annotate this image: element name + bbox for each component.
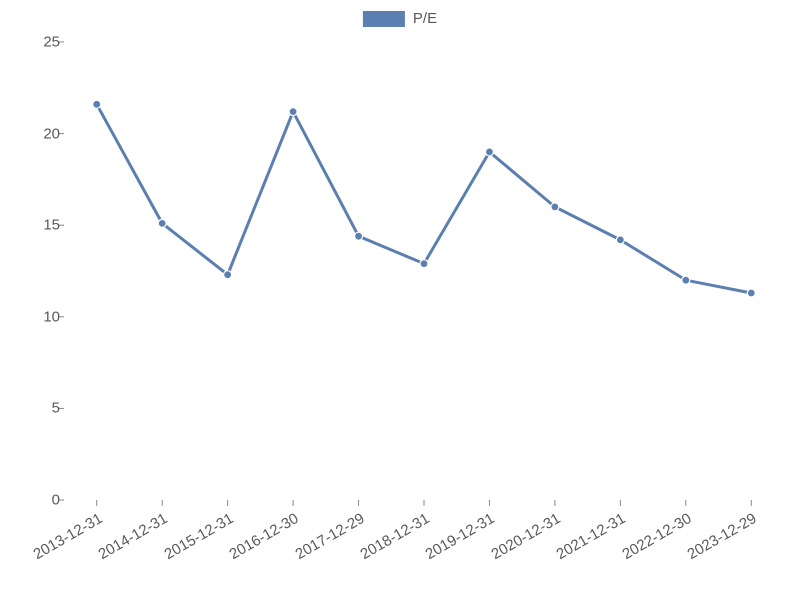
data-marker — [93, 100, 101, 108]
data-marker — [682, 276, 690, 284]
chart-canvas — [0, 0, 800, 600]
data-marker — [224, 271, 232, 279]
data-marker — [355, 232, 363, 240]
y-tick-label: 15 — [43, 217, 60, 234]
data-marker — [289, 108, 297, 116]
y-tick-label: 25 — [43, 34, 60, 51]
y-tick-label: 20 — [43, 125, 60, 142]
data-marker — [485, 148, 493, 156]
data-marker — [747, 289, 755, 297]
y-tick-label: 0 — [52, 492, 60, 509]
data-marker — [420, 260, 428, 268]
data-marker — [616, 236, 624, 244]
data-marker — [551, 203, 559, 211]
pe-line-chart: P/E 0510152025 2013-12-312014-12-312015-… — [0, 0, 800, 600]
data-marker — [158, 219, 166, 227]
y-tick-label: 10 — [43, 308, 60, 325]
y-tick-label: 5 — [52, 400, 60, 417]
